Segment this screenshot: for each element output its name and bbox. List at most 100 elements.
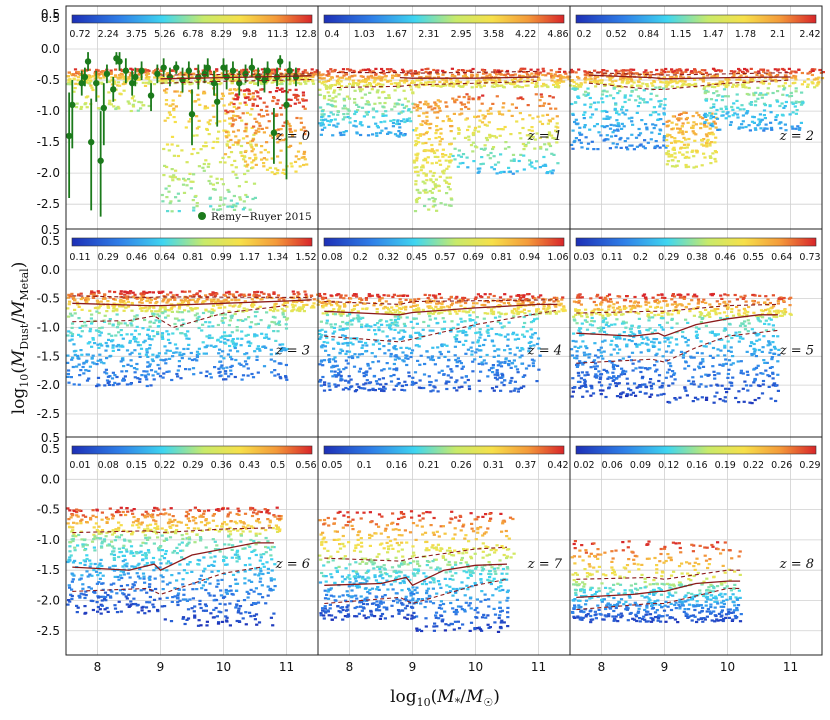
data-point: [546, 307, 550, 310]
data-point: [742, 79, 746, 82]
data-point: [615, 143, 619, 146]
data-point: [353, 74, 357, 77]
data-point: [742, 71, 746, 74]
data-point: [406, 100, 410, 103]
data-point: [722, 83, 726, 86]
data-point: [126, 295, 130, 298]
data-point: [600, 93, 605, 96]
data-point: [542, 102, 547, 105]
data-point: [233, 118, 238, 121]
data-point: [195, 307, 199, 310]
data-point: [735, 93, 739, 96]
data-point: [356, 109, 360, 112]
data-point: [265, 311, 269, 314]
data-point: [350, 75, 354, 78]
data-point: [312, 302, 316, 305]
data-point: [550, 172, 554, 175]
data-point: [478, 109, 482, 112]
data-point: [703, 125, 707, 128]
data-point: [691, 115, 695, 118]
data-point: [555, 80, 559, 83]
data-point: [711, 125, 715, 128]
data-point: [478, 167, 482, 170]
data-point: [550, 134, 554, 137]
data-point: [423, 204, 427, 208]
data-point: [704, 89, 708, 92]
data-point: [247, 356, 251, 359]
data-point: [471, 311, 476, 314]
data-point: [262, 292, 266, 295]
data-point: [130, 333, 134, 336]
data-point: [132, 367, 137, 370]
data-point: [419, 82, 423, 85]
data-point: [105, 372, 109, 375]
data-point: [685, 151, 689, 154]
data-point: [644, 69, 648, 72]
data-point: [428, 76, 432, 79]
data-point: [758, 120, 762, 123]
data-point: [82, 372, 86, 375]
data-point: [78, 326, 82, 329]
data-point: [107, 332, 111, 336]
data-point: [629, 94, 633, 97]
data-point: [555, 115, 559, 118]
data-point: [700, 143, 704, 146]
data-point: [294, 95, 298, 98]
data-point: [302, 126, 306, 129]
data-point: [360, 88, 364, 91]
data-point: [387, 94, 391, 97]
data-point: [762, 70, 766, 73]
data-point: [289, 98, 293, 101]
data-point: [433, 311, 437, 314]
data-point: [235, 176, 239, 179]
data-point: [188, 299, 192, 302]
data-point: [247, 293, 252, 296]
data-point: [788, 84, 792, 88]
data-point: [221, 183, 225, 186]
data-point: [227, 290, 231, 293]
data-point: [169, 308, 173, 311]
data-point: [438, 175, 442, 178]
data-point: [97, 72, 101, 76]
data-point: [667, 155, 671, 158]
data-point: [765, 127, 769, 130]
data-point: [133, 99, 137, 102]
data-point: [626, 137, 630, 140]
data-point: [661, 81, 665, 84]
data-point: [727, 78, 731, 81]
data-point: [351, 84, 355, 88]
data-point: [488, 74, 492, 77]
data-point: [281, 76, 285, 79]
data-point: [248, 157, 252, 160]
data-point: [561, 309, 565, 313]
data-point: [783, 123, 787, 126]
data-point: [327, 98, 331, 101]
data-point: [232, 74, 236, 77]
data-point: [574, 71, 578, 74]
data-point: [231, 143, 235, 146]
data-point: [355, 103, 359, 106]
colorbar-tick-label: 0.64: [154, 252, 175, 263]
data-point: [115, 309, 119, 312]
observation-marker: [292, 73, 300, 81]
data-point: [147, 335, 151, 338]
data-point: [426, 305, 430, 308]
data-point: [414, 170, 418, 173]
data-point: [493, 163, 498, 166]
data-point: [363, 387, 367, 390]
data-point: [466, 128, 470, 132]
data-point: [384, 114, 388, 117]
data-point: [167, 370, 171, 373]
data-point: [136, 109, 140, 112]
data-point: [121, 345, 125, 348]
data-point: [445, 192, 449, 195]
data-point: [671, 115, 675, 118]
data-point: [457, 95, 461, 98]
data-point: [190, 358, 195, 362]
data-point: [721, 95, 725, 98]
data-point: [270, 71, 274, 74]
data-point: [611, 83, 615, 86]
data-point: [187, 310, 191, 313]
data-point: [570, 102, 574, 106]
data-point: [757, 118, 761, 121]
